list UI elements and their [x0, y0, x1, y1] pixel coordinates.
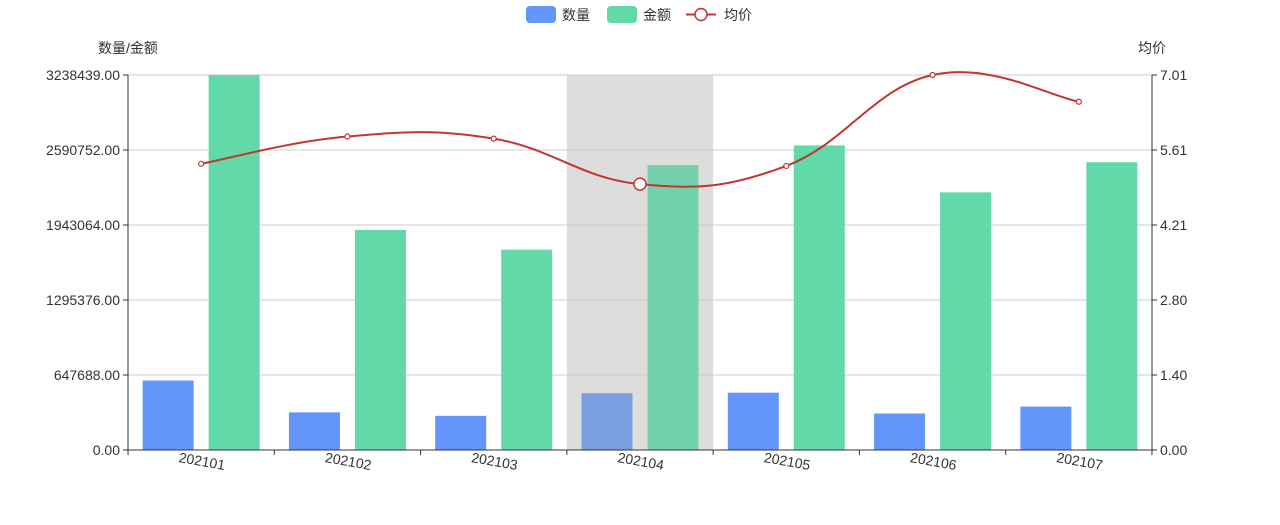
legend-item-0[interactable]: 数量: [526, 6, 590, 23]
avg-price-point-202103[interactable]: [490, 135, 497, 142]
legend-item-2[interactable]: 均价: [686, 7, 752, 23]
y-left-axis-name: 数量/金额: [98, 40, 158, 56]
avg-price-point-202101[interactable]: [198, 160, 205, 167]
bars[interactable]: [142, 75, 1138, 451]
y-left-tick-label: 1943064.00: [46, 217, 120, 233]
legend-swatch-marker: [694, 7, 708, 22]
y-right-axis-name: 均价: [1138, 40, 1166, 56]
x-tick-label: 202106: [909, 449, 958, 473]
y-right-tick-label: 2.80: [1160, 292, 1187, 308]
bar-amount-202107[interactable]: [1086, 162, 1138, 451]
bar-amount-202102[interactable]: [354, 229, 406, 450]
bar-quantity-202101[interactable]: [142, 380, 194, 450]
legend-label: 均价: [724, 7, 752, 23]
y-right-tick-label: 0.00: [1160, 442, 1187, 458]
x-tick-label: 202104: [616, 449, 665, 473]
y-left-tick-label: 3238439.00: [46, 67, 120, 83]
legend-swatch: [607, 6, 637, 23]
bar-amount-202101[interactable]: [208, 75, 260, 450]
y-left-tick-label: 2590752.00: [46, 142, 120, 158]
bar-quantity-202105[interactable]: [727, 392, 779, 450]
avg-price-point-202102[interactable]: [344, 133, 351, 140]
avg-price-point-202105[interactable]: [783, 162, 790, 170]
x-tick-label: 202107: [1055, 449, 1104, 473]
avg-price-point-202104[interactable]: [633, 177, 647, 191]
legend-label: 数量: [562, 7, 590, 23]
legend[interactable]: 数量 金额 均价: [526, 6, 752, 23]
bar-amount-202106[interactable]: [940, 192, 992, 450]
y-right-tick-label: 4.21: [1160, 217, 1187, 233]
legend-swatch: [526, 6, 556, 23]
bar-amount-202104[interactable]: [647, 165, 699, 450]
avg-price-point-202106[interactable]: [929, 71, 936, 79]
bar-amount-202103[interactable]: [501, 249, 553, 450]
y-right-tick-label: 5.61: [1160, 142, 1187, 158]
bar-quantity-202106[interactable]: [874, 413, 926, 450]
legend-item-1[interactable]: 金额: [607, 6, 671, 23]
x-tick-label: 202103: [470, 449, 519, 473]
avg-price-point-202107[interactable]: [1075, 98, 1082, 105]
y-left-tick-label: 647688.00: [54, 367, 120, 383]
x-tick-label: 202102: [324, 449, 373, 473]
line-series[interactable]: [198, 71, 1082, 191]
y-right-tick-label: 1.40: [1160, 367, 1187, 383]
legend-label: 金额: [643, 7, 671, 23]
bar-quantity-202104[interactable]: [581, 393, 633, 450]
y-right-tick-label: 7.01: [1160, 67, 1187, 83]
bar-quantity-202102[interactable]: [288, 412, 340, 450]
y-left-tick-label: 1295376.00: [46, 292, 120, 308]
bar-quantity-202107[interactable]: [1020, 406, 1072, 450]
x-tick-label: 202105: [763, 449, 812, 473]
bar-amount-202105[interactable]: [793, 145, 845, 450]
x-tick-label: 202101: [178, 449, 227, 473]
y-left-tick-label: 0.00: [93, 442, 120, 458]
bar-quantity-202103[interactable]: [435, 415, 487, 450]
